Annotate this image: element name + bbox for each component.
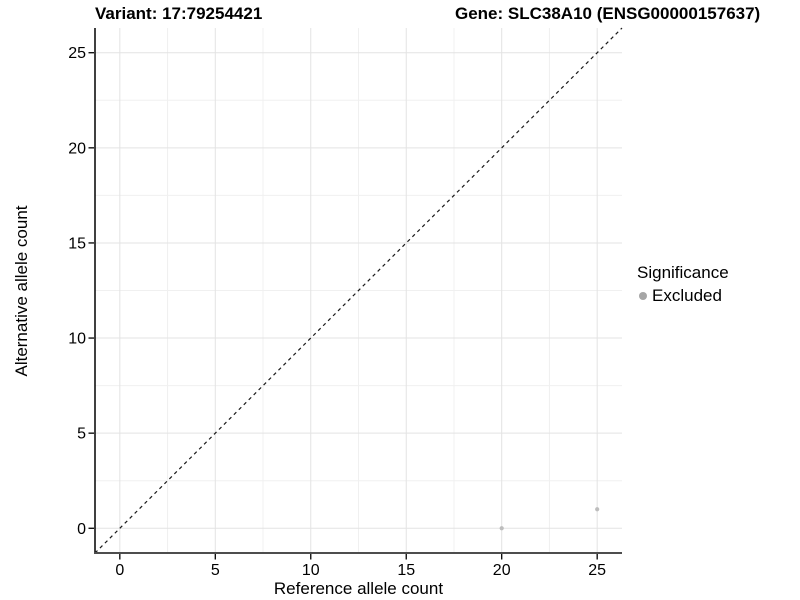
x-tick-label: 5 — [211, 562, 220, 579]
x-tick-label: 15 — [397, 562, 415, 579]
variant-title: Variant: 17:79254421 — [95, 4, 263, 23]
y-tick-label: 15 — [68, 235, 86, 252]
identity-reference-line — [94, 27, 623, 554]
data-point-excluded — [499, 526, 504, 531]
x-tick-label: 0 — [115, 562, 124, 579]
gene-title: Gene: SLC38A10 (ENSG00000157637) — [455, 4, 761, 23]
y-tick-label: 5 — [77, 426, 86, 443]
legend-item-excluded: Excluded — [637, 286, 729, 306]
x-tick-label: 25 — [588, 562, 606, 579]
x-tick-label: 10 — [302, 562, 320, 579]
y-tick-label: 20 — [68, 140, 86, 157]
y-tick-label: 10 — [68, 331, 86, 348]
y-tick-label: 0 — [77, 521, 86, 538]
legend-title: Significance — [637, 263, 729, 282]
excluded-point-icon — [639, 292, 647, 300]
legend-item-label: Excluded — [652, 286, 722, 305]
y-axis-title: Alternative allele count — [12, 205, 31, 377]
x-tick-label: 20 — [493, 562, 511, 579]
x-axis-title: Reference allele count — [273, 579, 444, 598]
y-tick-label: 25 — [68, 45, 86, 62]
data-point-excluded — [595, 507, 600, 512]
legend: Significance Excluded — [637, 263, 729, 306]
